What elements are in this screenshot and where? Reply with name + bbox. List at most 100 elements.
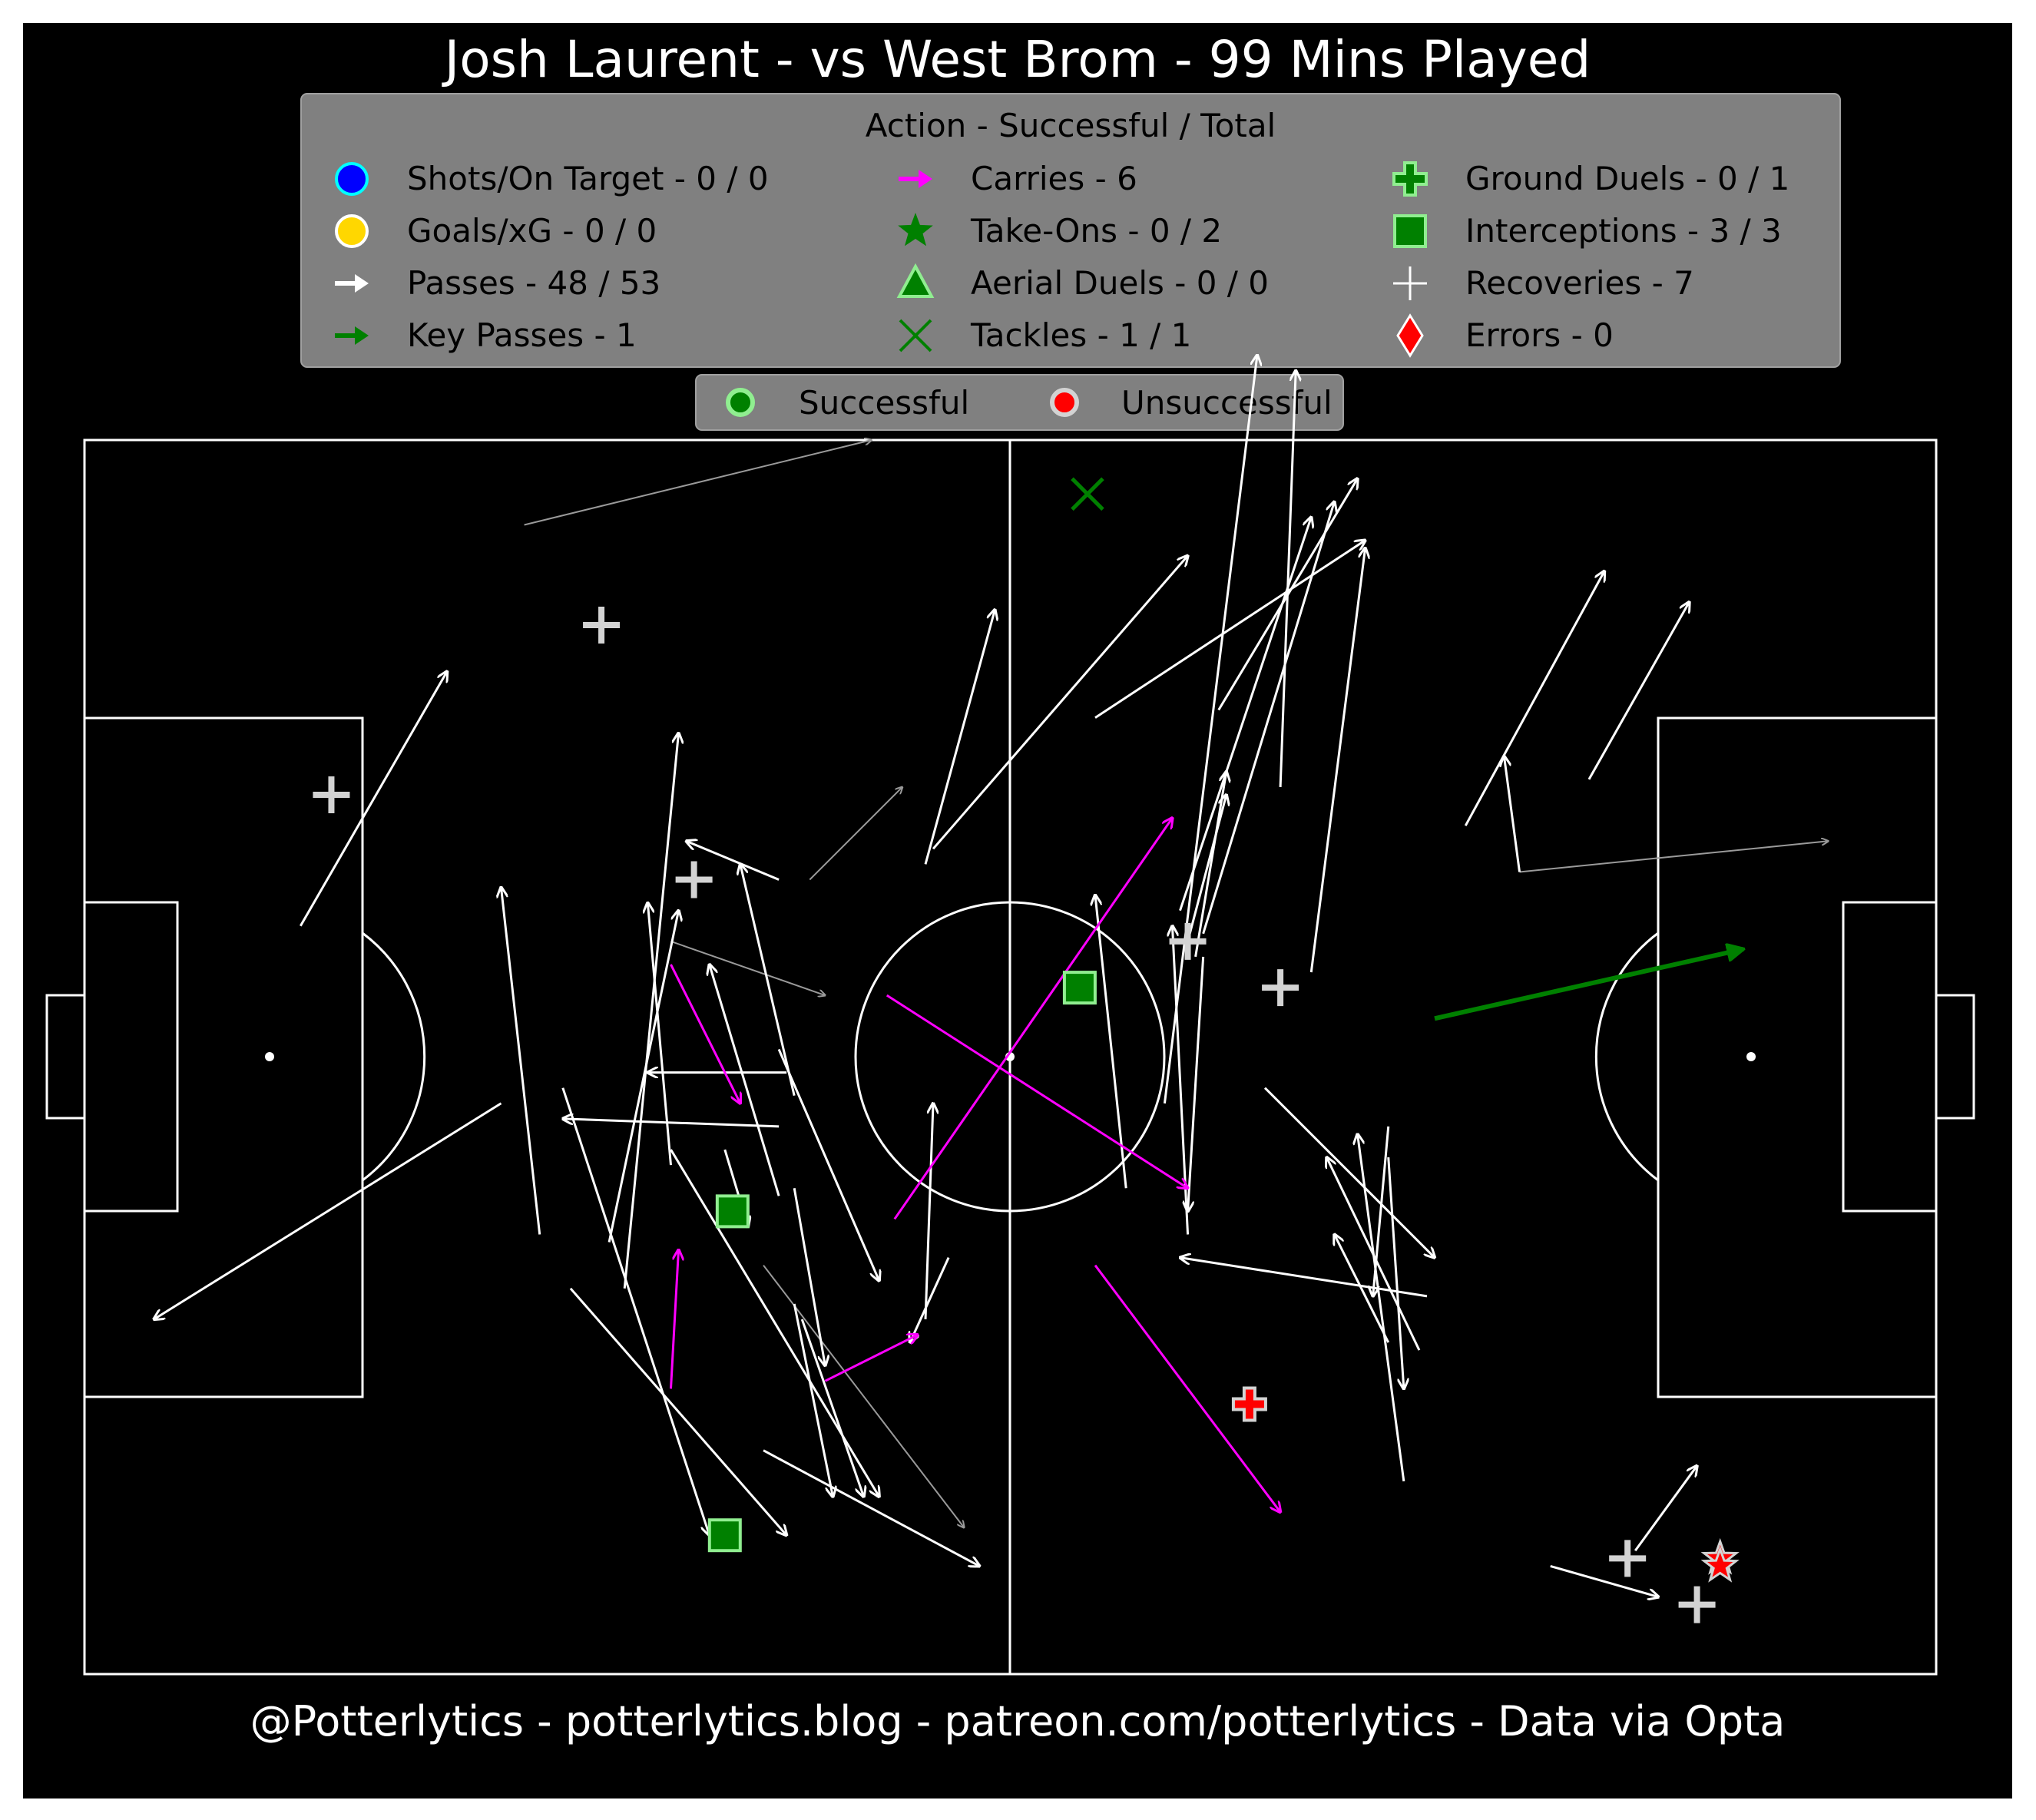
legend: Action - Successful / Total Shots/On Tar… <box>300 93 1841 368</box>
footer-credit: @Potterlytics - potterlytics.blog - patr… <box>250 1697 1786 1746</box>
pass-arrow-unsuccessful <box>763 1265 964 1527</box>
recovery-marker <box>1678 1586 1716 1623</box>
legend-entry-ground-duels: Ground Duels - 0 / 1 <box>1392 160 1789 197</box>
pass-arrow <box>910 1257 950 1342</box>
pass-arrow <box>1309 548 1365 973</box>
centre-circle <box>854 901 1166 1213</box>
legend-entry-recoveries: Recoveries - 7 <box>1393 264 1694 302</box>
legend-entry-key-passes: Key Passes - 1 <box>335 316 637 354</box>
left-penalty-area <box>83 716 364 1398</box>
legend-entry-passes: Passes - 48 / 53 <box>335 264 660 302</box>
pass-arrow <box>154 1102 502 1319</box>
legend-label-errors: Errors - 0 <box>1465 316 1614 354</box>
left-penalty-arc <box>362 932 426 1182</box>
unsuccessful-marker <box>1050 388 1079 417</box>
legend-label-carries: Carries - 6 <box>971 160 1137 197</box>
legend-icon-shots-on-target-icon <box>335 162 369 196</box>
pass-arrow <box>1550 1564 1659 1597</box>
legend-label-take-ons: Take-Ons - 0 / 2 <box>970 212 1222 250</box>
pass-arrow <box>793 1187 825 1365</box>
interception-marker <box>1062 971 1097 1005</box>
legend-label-ground-duels: Ground Duels - 0 / 1 <box>1465 160 1789 197</box>
pass-arrow <box>1187 795 1227 942</box>
pass-arrow <box>1387 1157 1404 1388</box>
pass-arrow <box>501 888 541 1235</box>
ground-duel-marker <box>1231 1386 1267 1422</box>
pass-arrow <box>1279 371 1296 788</box>
legend-label-passes: Passes - 48 / 53 <box>407 264 660 302</box>
legend-entry-carries: Carries - 6 <box>899 160 1137 197</box>
pass-arrow <box>932 556 1188 850</box>
legend-label-goals-xg: Goals/xG - 0 / 0 <box>407 212 657 250</box>
legend-label-aerial-duels: Aerial Duels - 0 / 0 <box>971 264 1269 302</box>
pass-arrow <box>1464 571 1604 826</box>
pass-arrow <box>1634 1466 1697 1552</box>
carry-arrow <box>893 818 1173 1220</box>
pass-arrow-unsuccessful <box>809 787 902 881</box>
unsuccessful-label: Unsuccessful <box>1121 384 1333 422</box>
interception-marker <box>715 1194 750 1229</box>
legend-entry-interceptions: Interceptions - 3 / 3 <box>1393 212 1782 250</box>
pass-map-chart: Josh Laurent - vs West Brom - 99 Mins Pl… <box>45 30 1975 1746</box>
pass-arrow <box>763 1449 979 1567</box>
legend-icon-errors-icon <box>1396 313 1424 358</box>
right-penalty-area <box>1657 716 1938 1398</box>
pass-arrow <box>777 1048 879 1280</box>
pass-arrow <box>1334 1235 1390 1343</box>
legend-icon-ground-duels-icon <box>1392 161 1428 197</box>
recovery-marker <box>583 607 621 644</box>
legend-icon-aerial-duels-icon <box>896 263 935 298</box>
left-six-yard-box <box>83 901 179 1213</box>
pass-arrow <box>1326 1157 1421 1351</box>
pass-arrow <box>793 1303 833 1497</box>
pass-arrow <box>924 1104 933 1320</box>
legend-icon-passes-icon <box>335 274 369 293</box>
pass-arrow <box>1373 1126 1390 1296</box>
legend-title: Action - Successful / Total <box>866 107 1276 144</box>
outcome-legend: Successful Unsuccessful <box>695 374 1344 431</box>
pass-arrow <box>607 911 678 1243</box>
pass-arrow <box>1504 756 1521 872</box>
right-goal <box>1935 994 1975 1120</box>
pass-arrow <box>1194 772 1227 958</box>
pass-arrow <box>1180 1258 1428 1298</box>
legend-label-tackles: Tackles - 1 / 1 <box>970 316 1191 354</box>
pass-arrow <box>1095 895 1127 1189</box>
legend-entry-errors: Errors - 0 <box>1396 313 1614 358</box>
recovery-marker <box>1169 922 1207 960</box>
interception-marker <box>707 1518 742 1553</box>
tackle-marker <box>1071 477 1104 511</box>
legend-entry-take-ons: Take-Ons - 0 / 2 <box>898 212 1222 250</box>
pass-arrow <box>1263 1087 1435 1258</box>
recovery-marker <box>1609 1540 1647 1577</box>
right-penalty-arc <box>1594 932 1659 1182</box>
carry-arrow <box>669 1250 678 1389</box>
recovery-marker <box>313 776 350 814</box>
pass-arrow <box>563 1119 780 1128</box>
chart-title: Josh Laurent - vs West Brom - 99 Mins Pl… <box>442 30 1591 89</box>
legend-label-shots-on-target: Shots/On Target - 0 / 0 <box>407 160 769 197</box>
carry-arrow <box>670 964 740 1104</box>
pass-arrow <box>710 965 780 1196</box>
successful-label: Successful <box>799 384 969 422</box>
legend-label-key-passes: Key Passes - 1 <box>407 316 637 354</box>
recovery-marker <box>1262 969 1299 1007</box>
legend-icon-take-ons-icon <box>898 213 933 247</box>
pass-arrow <box>1358 1134 1405 1482</box>
legend-icon-tackles-icon <box>899 319 932 352</box>
legend-icon-goals-xg-icon <box>335 214 369 248</box>
carry-arrow <box>1094 1264 1280 1512</box>
carry-arrow <box>886 994 1188 1188</box>
legend-icon-key-passes-icon <box>335 326 369 345</box>
pass-arrow <box>623 733 678 1289</box>
figure-background: Josh Laurent - vs West Brom - 99 Mins Pl… <box>23 23 2012 1798</box>
events-layer <box>154 356 1828 1623</box>
recovery-marker <box>675 861 713 898</box>
legend-box <box>300 93 1841 368</box>
pass-arrow <box>800 1319 863 1497</box>
legend-entry-tackles: Tackles - 1 / 1 <box>899 316 1191 354</box>
key-pass-arrow <box>1434 949 1743 1021</box>
right-penalty-spot <box>1746 1052 1756 1061</box>
legend-entry-shots-on-target: Shots/On Target - 0 / 0 <box>335 160 769 197</box>
left-goal <box>45 994 86 1120</box>
